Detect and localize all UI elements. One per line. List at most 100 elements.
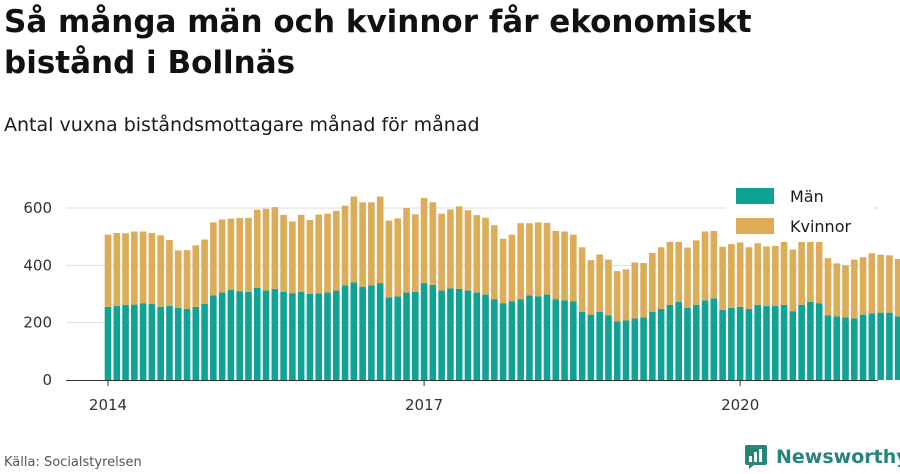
legend-label: Kvinnor xyxy=(790,217,851,236)
bar-women xyxy=(868,253,876,314)
bar-women xyxy=(675,241,682,303)
bar-women xyxy=(622,269,630,321)
bar-men xyxy=(253,287,261,380)
bar-women xyxy=(447,209,454,289)
bar-men xyxy=(657,308,665,380)
bar-men xyxy=(350,282,358,380)
bar-women xyxy=(710,230,718,299)
bar-men xyxy=(315,293,323,380)
bar-men xyxy=(113,306,121,380)
bar-women xyxy=(657,247,665,309)
bar-women xyxy=(438,213,445,291)
chart-subtitle: Antal vuxna biståndsmottagare månad för … xyxy=(4,114,480,136)
bar-women xyxy=(798,240,805,305)
bar-women xyxy=(359,202,366,287)
bar-men xyxy=(622,320,630,380)
bar-men xyxy=(649,311,656,380)
bar-men xyxy=(815,303,823,380)
bar-women xyxy=(631,262,639,319)
bar-women xyxy=(807,231,814,303)
bar-women xyxy=(491,225,498,300)
brand-logo[interactable]: Newsworthy xyxy=(744,442,900,472)
bar-women xyxy=(315,214,323,294)
bar-women xyxy=(736,242,744,307)
bar-men xyxy=(534,296,542,380)
bar-women xyxy=(894,259,900,317)
bar-men xyxy=(842,317,849,380)
bar-men xyxy=(491,299,498,380)
bar-men xyxy=(183,308,191,380)
bar-women xyxy=(192,245,200,307)
bar-men xyxy=(570,301,577,380)
bar-women xyxy=(113,232,121,307)
bar-men xyxy=(552,299,560,380)
bar-women xyxy=(842,265,849,318)
bar-women xyxy=(104,234,112,307)
legend-label: Män xyxy=(790,187,824,206)
bar-men xyxy=(859,314,867,380)
bar-women xyxy=(859,257,867,315)
brand-name: Newsworthy xyxy=(776,446,900,468)
bar-women xyxy=(771,245,779,307)
bar-men xyxy=(745,308,753,380)
bar-women xyxy=(157,235,164,307)
bar-men xyxy=(447,288,454,380)
bar-men xyxy=(148,304,156,380)
bar-women xyxy=(245,217,252,292)
bar-women xyxy=(174,250,182,308)
bar-men xyxy=(368,285,375,380)
bar-men xyxy=(526,295,533,380)
bar-women xyxy=(482,217,489,295)
bar-men xyxy=(710,298,718,380)
bar-men xyxy=(218,292,226,380)
bar-men xyxy=(324,292,331,380)
bar-men xyxy=(157,306,164,380)
bar-men xyxy=(728,307,735,380)
source-note: Källa: Socialstyrelsen xyxy=(4,455,142,470)
bar-women xyxy=(131,231,138,305)
bar-women xyxy=(394,218,402,297)
bar-women xyxy=(824,258,832,316)
bar-women xyxy=(464,210,472,291)
bar-women xyxy=(227,218,235,290)
bar-men xyxy=(754,304,762,380)
bar-women xyxy=(745,247,753,309)
bar-women xyxy=(341,205,349,286)
x-tick-label: 2020 xyxy=(721,396,759,414)
x-tick-label: 2014 xyxy=(89,396,127,414)
bar-women xyxy=(666,241,674,305)
bar-women xyxy=(429,202,437,285)
bar-women xyxy=(455,206,463,289)
bar-men xyxy=(429,284,437,380)
bar-men xyxy=(394,296,402,380)
bar-men xyxy=(780,304,788,380)
y-tick-label: 0 xyxy=(42,371,52,389)
bar-women xyxy=(210,222,217,296)
bars xyxy=(104,196,900,380)
bar-men xyxy=(851,318,858,380)
bar-women xyxy=(570,234,577,302)
bar-men xyxy=(306,294,314,380)
bar-men xyxy=(280,291,287,380)
bar-men xyxy=(192,306,200,380)
bar-women xyxy=(262,208,270,291)
bar-men xyxy=(385,297,393,380)
bar-men xyxy=(139,303,147,380)
bar-men xyxy=(763,306,770,380)
bar-men xyxy=(719,309,726,380)
bar-men xyxy=(245,291,252,380)
bar-women xyxy=(508,234,516,302)
bar-men xyxy=(789,311,797,380)
legend-swatch xyxy=(736,188,774,204)
bar-women xyxy=(385,220,393,298)
bar-men xyxy=(227,289,235,380)
bar-men xyxy=(886,312,893,380)
bar-men xyxy=(675,302,682,380)
bar-women xyxy=(139,231,147,304)
chart-title: Så många män och kvinnor får ekonomiskt … xyxy=(4,4,752,81)
bar-women xyxy=(815,232,823,304)
x-tick-label: 2017 xyxy=(405,396,443,414)
bar-women xyxy=(324,213,331,293)
bar-women xyxy=(605,259,612,316)
